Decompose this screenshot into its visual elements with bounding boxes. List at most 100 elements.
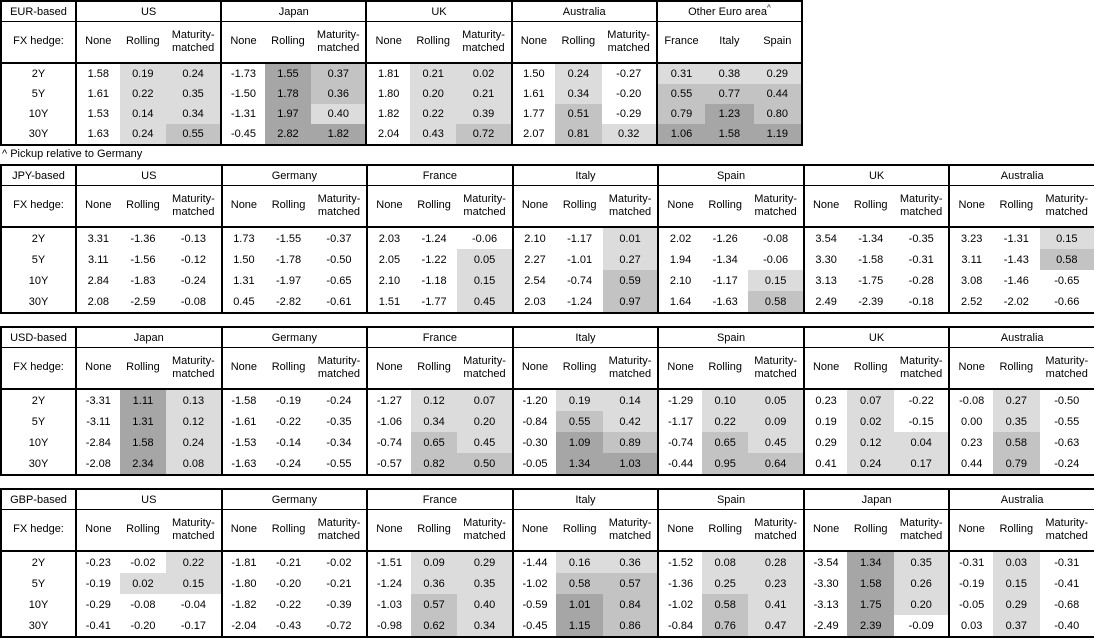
value-cell: 0.45 [220,291,266,313]
value-cell: 0.24 [119,124,166,145]
value-cell: -0.08 [119,594,167,615]
hedge-col-header: Rolling [556,347,603,390]
value-cell: -1.02 [657,594,702,615]
value-cell: 0.10 [701,389,749,411]
value-cell: -1.34 [701,249,749,270]
gbp-based-grid: GBP-based US Germany France Italy Spain Japan A… [0,488,1094,638]
value-cell: -3.11 [75,411,120,432]
hedge-col-header: Maturity-matched [1039,185,1094,228]
value-cell: -0.19 [265,389,312,411]
value-cell: -1.63 [701,291,749,313]
value-cell: 0.24 [166,63,222,84]
value-cell: -1.31 [220,104,265,124]
hedge-col-header: Maturity-matched [602,509,659,552]
table-row: 5Y 3.11 -1.56 -0.12 1.50 -1.78 -0.50 2.05 -1.22 0… [1,249,1094,270]
value-cell: -1.55 [265,227,312,249]
value-cell: 2.05 [366,249,411,270]
value-cell: -0.63 [1039,432,1094,453]
hedge-col-header: Rolling [847,185,895,228]
value-cell: 3.54 [802,227,848,249]
hedge-col-header: Maturity-matched [166,509,222,552]
maturity-label: 5Y [31,415,46,428]
country-header: Australia [510,1,657,22]
value-cell: 0.15 [1039,227,1094,249]
value-cell: -0.02 [119,551,167,573]
value-cell: -2.49 [802,615,848,637]
value-cell: 1.50 [220,249,266,270]
value-cell: 0.55 [166,124,222,145]
value-cell: 0.23 [802,389,848,411]
hedge-col-header: None [366,185,411,228]
value-cell: 0.17 [894,453,950,475]
value-cell: 0.36 [311,84,367,104]
value-cell: -1.22 [410,249,458,270]
value-cell: -0.22 [265,411,312,432]
hedge-col-header: Rolling [265,509,312,552]
hedge-col-header: Rolling [556,509,603,552]
value-cell: 0.34 [457,615,513,637]
value-cell: -0.30 [511,432,557,453]
maturity-label: 5Y [31,253,46,266]
value-cell: 0.31 [655,63,706,84]
table-row: 10Y 2.84 -1.83 -0.24 1.31 -1.97 -0.65 2.10 -1.18… [1,270,1094,291]
value-cell: -1.58 [847,249,895,270]
value-cell: 1.64 [657,291,702,313]
value-cell: 0.19 [802,411,848,432]
value-cell: 1.73 [220,227,266,249]
hedge-col-header: None [802,347,848,390]
maturity-label: 5Y [31,577,46,590]
value-cell: 2.07 [510,124,556,145]
value-cell: 0.43 [409,124,457,145]
value-cell: -1.61 [220,411,266,432]
value-cell: -1.36 [119,227,167,249]
value-cell: 0.05 [457,249,513,270]
value-cell: 0.15 [166,573,222,594]
fx-hedge-label: FX hedge: [1,185,76,228]
value-cell: 0.36 [602,551,659,573]
hedge-col-header: Rolling [847,347,895,390]
hedge-col-header: Rolling [119,509,167,552]
value-cell: 1.09 [556,432,603,453]
value-cell: -0.41 [1039,573,1094,594]
value-cell: 0.58 [748,291,804,313]
value-cell: 0.57 [602,573,659,594]
country-header: Spain [657,489,804,510]
value-cell: -1.56 [119,249,167,270]
hedge-col-header: None [365,21,410,64]
maturity-label: 2Y [31,394,46,407]
value-cell: 1.06 [655,124,706,145]
value-cell: 0.14 [119,104,166,124]
gbp-based-table: GBP-based US Germany France Italy Spain Japan A… [0,488,1094,638]
maturity-label: 5Y [31,88,46,100]
value-cell: 2.08 [75,291,120,313]
value-cell: -1.27 [366,389,411,411]
value-cell: -0.98 [366,615,411,637]
country-header: Other Euro area^ [655,1,802,22]
value-cell: 2.04 [365,124,410,145]
maturity-label: 10Y [28,598,49,611]
hedge-col-header: None [75,185,120,228]
country-header: Australia [948,165,1094,186]
footnote-marker: ^ [766,2,771,12]
value-cell: -0.20 [119,615,167,637]
value-cell: 2.49 [802,291,848,313]
hedge-col-header: Rolling [847,509,895,552]
table-row: 30Y 1.63 0.24 0.55 -0.45 2.82 1.82 2.04 0.43 0.72… [1,124,802,145]
value-cell: -0.13 [166,227,222,249]
value-cell: 0.79 [993,453,1040,475]
hedge-col-header: Maturity-matched [748,347,804,390]
spacer [0,476,1094,488]
value-cell: -1.29 [657,389,702,411]
value-cell: 0.37 [993,615,1040,637]
value-cell: 1.03 [602,453,659,475]
hedge-col-header: Rolling [119,347,167,390]
value-cell: 0.97 [602,291,659,313]
value-cell: 0.47 [748,615,804,637]
hedge-col-header: Maturity-matched [601,21,657,64]
value-cell: -1.53 [220,432,266,453]
value-cell: 1.01 [556,594,603,615]
value-cell: 0.09 [748,411,804,432]
hedge-col-header: Rolling [265,185,312,228]
value-cell: -1.20 [511,389,557,411]
value-cell: -0.34 [311,432,368,453]
